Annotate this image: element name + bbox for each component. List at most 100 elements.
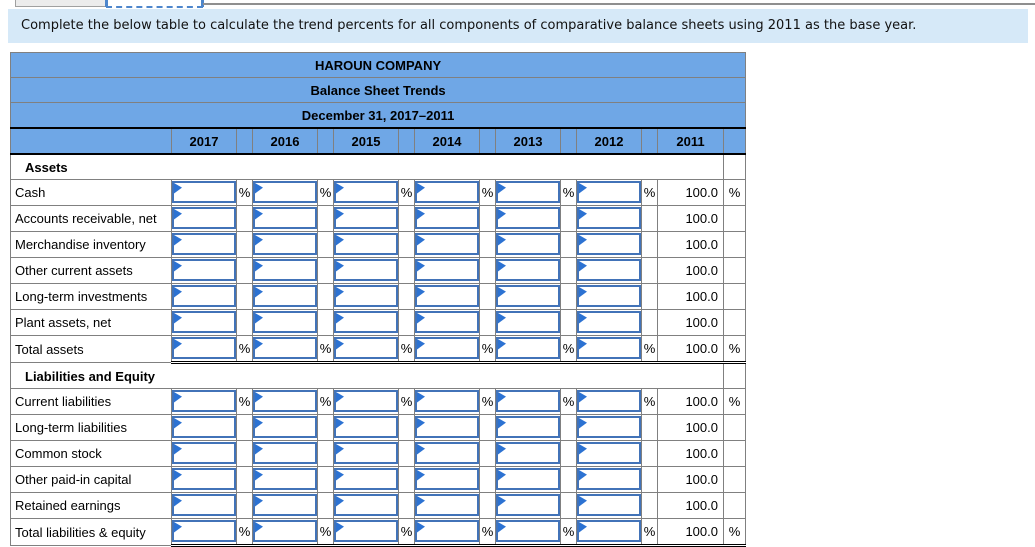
trend-input-plant-assets-net-2016[interactable] bbox=[253, 311, 317, 333]
trend-input-current-liabilities-2015[interactable] bbox=[334, 390, 398, 412]
input-wrapper bbox=[577, 233, 641, 257]
trend-input-current-liabilities-2016[interactable] bbox=[253, 390, 317, 412]
trend-input-retained-earnings-2015[interactable] bbox=[334, 494, 398, 516]
trend-input-long-term-investments-2016[interactable] bbox=[253, 285, 317, 307]
trend-input-current-liabilities-2013[interactable] bbox=[496, 390, 560, 412]
trend-input-other-current-assets-2017[interactable] bbox=[172, 259, 236, 281]
trend-input-total-assets-2017[interactable] bbox=[172, 337, 236, 359]
input-cell bbox=[495, 466, 561, 493]
trend-input-other-paid-in-capital-2013[interactable] bbox=[496, 468, 560, 490]
input-wrapper bbox=[496, 311, 560, 335]
trend-input-merchandise-inventory-2014[interactable] bbox=[415, 233, 479, 255]
percent-sign: % bbox=[641, 388, 658, 415]
trend-input-total-liabilities-equity-2015[interactable] bbox=[334, 520, 398, 542]
year-header-blank bbox=[10, 127, 172, 155]
trend-input-accounts-receivable-net-2012[interactable] bbox=[577, 207, 641, 229]
trend-input-long-term-liabilities-2014[interactable] bbox=[415, 416, 479, 438]
trend-input-long-term-investments-2015[interactable] bbox=[334, 285, 398, 307]
trend-input-total-liabilities-equity-2014[interactable] bbox=[415, 520, 479, 542]
trend-input-other-current-assets-2012[interactable] bbox=[577, 259, 641, 281]
trend-input-common-stock-2014[interactable] bbox=[415, 442, 479, 464]
trend-input-other-paid-in-capital-2017[interactable] bbox=[172, 468, 236, 490]
trend-input-common-stock-2015[interactable] bbox=[334, 442, 398, 464]
percent-spacer bbox=[236, 257, 253, 284]
row-label: Other current assets bbox=[10, 257, 172, 284]
input-wrapper bbox=[496, 181, 560, 205]
input-wrapper bbox=[577, 181, 641, 205]
trend-input-long-term-investments-2013[interactable] bbox=[496, 285, 560, 307]
trend-input-retained-earnings-2013[interactable] bbox=[496, 494, 560, 516]
input-wrapper bbox=[172, 285, 236, 309]
trend-input-retained-earnings-2017[interactable] bbox=[172, 494, 236, 516]
trend-input-accounts-receivable-net-2016[interactable] bbox=[253, 207, 317, 229]
trend-input-total-assets-2013[interactable] bbox=[496, 337, 560, 359]
trend-input-retained-earnings-2016[interactable] bbox=[253, 494, 317, 516]
percent-spacer bbox=[560, 440, 577, 467]
trend-input-total-assets-2015[interactable] bbox=[334, 337, 398, 359]
trend-input-long-term-investments-2012[interactable] bbox=[577, 285, 641, 307]
trend-input-plant-assets-net-2012[interactable] bbox=[577, 311, 641, 333]
percent-sign: % bbox=[317, 179, 334, 206]
percent-sign: % bbox=[641, 518, 658, 547]
trend-input-accounts-receivable-net-2014[interactable] bbox=[415, 207, 479, 229]
trend-input-merchandise-inventory-2016[interactable] bbox=[253, 233, 317, 255]
trend-input-cash-2013[interactable] bbox=[496, 181, 560, 203]
trend-input-other-paid-in-capital-2012[interactable] bbox=[577, 468, 641, 490]
trend-input-other-current-assets-2015[interactable] bbox=[334, 259, 398, 281]
trend-input-total-liabilities-equity-2012[interactable] bbox=[577, 520, 641, 542]
trend-input-plant-assets-net-2014[interactable] bbox=[415, 311, 479, 333]
trend-input-long-term-liabilities-2017[interactable] bbox=[172, 416, 236, 438]
trend-input-long-term-liabilities-2013[interactable] bbox=[496, 416, 560, 438]
trend-input-current-liabilities-2012[interactable] bbox=[577, 390, 641, 412]
trend-input-long-term-investments-2017[interactable] bbox=[172, 285, 236, 307]
trend-input-other-paid-in-capital-2016[interactable] bbox=[253, 468, 317, 490]
percent-spacer bbox=[317, 414, 334, 441]
trend-input-other-current-assets-2014[interactable] bbox=[415, 259, 479, 281]
trend-input-other-current-assets-2013[interactable] bbox=[496, 259, 560, 281]
trend-input-retained-earnings-2012[interactable] bbox=[577, 494, 641, 516]
year-header-2011: 2011 bbox=[657, 127, 724, 155]
input-wrapper bbox=[172, 259, 236, 283]
trend-input-cash-2012[interactable] bbox=[577, 181, 641, 203]
trend-input-long-term-liabilities-2012[interactable] bbox=[577, 416, 641, 438]
trend-input-accounts-receivable-net-2017[interactable] bbox=[172, 207, 236, 229]
trend-input-total-assets-2016[interactable] bbox=[253, 337, 317, 359]
trend-input-accounts-receivable-net-2013[interactable] bbox=[496, 207, 560, 229]
trend-input-total-liabilities-equity-2016[interactable] bbox=[253, 520, 317, 542]
trend-input-other-paid-in-capital-2014[interactable] bbox=[415, 468, 479, 490]
percent-sign: % bbox=[722, 335, 747, 364]
trend-input-cash-2016[interactable] bbox=[253, 181, 317, 203]
trend-input-common-stock-2013[interactable] bbox=[496, 442, 560, 464]
trend-input-other-current-assets-2016[interactable] bbox=[253, 259, 317, 281]
trend-input-merchandise-inventory-2015[interactable] bbox=[334, 233, 398, 255]
trend-input-total-liabilities-equity-2017[interactable] bbox=[172, 520, 236, 542]
trend-input-total-assets-2012[interactable] bbox=[577, 337, 641, 359]
trend-input-common-stock-2012[interactable] bbox=[577, 442, 641, 464]
trend-input-cash-2017[interactable] bbox=[172, 181, 236, 203]
trend-input-common-stock-2017[interactable] bbox=[172, 442, 236, 464]
trend-input-accounts-receivable-net-2015[interactable] bbox=[334, 207, 398, 229]
trend-input-current-liabilities-2014[interactable] bbox=[415, 390, 479, 412]
year-header-2017: 2017 bbox=[171, 127, 237, 155]
trend-input-plant-assets-net-2013[interactable] bbox=[496, 311, 560, 333]
trend-input-current-liabilities-2017[interactable] bbox=[172, 390, 236, 412]
trend-input-long-term-liabilities-2016[interactable] bbox=[253, 416, 317, 438]
base-year-value-current-liabilities: 100.0 bbox=[657, 388, 724, 415]
trend-input-plant-assets-net-2017[interactable] bbox=[172, 311, 236, 333]
trend-input-long-term-investments-2014[interactable] bbox=[415, 285, 479, 307]
trend-input-retained-earnings-2014[interactable] bbox=[415, 494, 479, 516]
percent-spacer bbox=[722, 205, 747, 232]
trend-input-cash-2015[interactable] bbox=[334, 181, 398, 203]
trend-input-merchandise-inventory-2013[interactable] bbox=[496, 233, 560, 255]
trend-input-total-assets-2014[interactable] bbox=[415, 337, 479, 359]
trend-input-total-liabilities-equity-2013[interactable] bbox=[496, 520, 560, 542]
trend-input-merchandise-inventory-2012[interactable] bbox=[577, 233, 641, 255]
trend-input-other-paid-in-capital-2015[interactable] bbox=[334, 468, 398, 490]
trend-input-common-stock-2016[interactable] bbox=[253, 442, 317, 464]
trend-input-long-term-liabilities-2015[interactable] bbox=[334, 416, 398, 438]
trend-input-plant-assets-net-2015[interactable] bbox=[334, 311, 398, 333]
trend-input-cash-2014[interactable] bbox=[415, 181, 479, 203]
table-period: December 31, 2017–2011 bbox=[9, 102, 747, 129]
input-wrapper bbox=[172, 311, 236, 335]
trend-input-merchandise-inventory-2017[interactable] bbox=[172, 233, 236, 255]
